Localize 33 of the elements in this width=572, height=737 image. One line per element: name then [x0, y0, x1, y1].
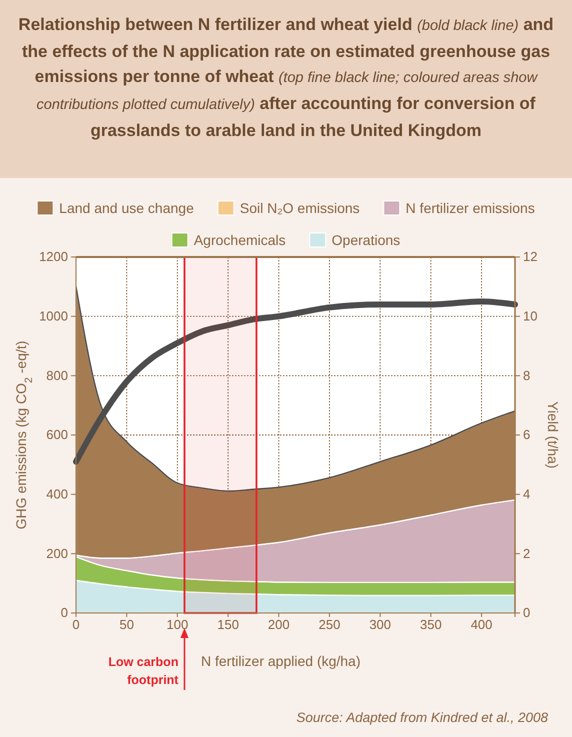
y-tick-label: 800: [46, 368, 68, 383]
legend-label: Soil N₂O emissions: [240, 200, 360, 216]
band-label: Low carbon footprint: [108, 655, 180, 687]
y2-axis-title: Yield (t/ha): [545, 401, 561, 469]
y2-tick-label: 0: [523, 605, 530, 620]
x-tick-label: 0: [72, 617, 80, 632]
y-tick-label: 600: [46, 427, 68, 442]
x-tick-label: 50: [119, 617, 134, 632]
source-note: Source: Adapted from Kindred et al., 2008: [296, 710, 548, 725]
chart-title: Relationship between N fertilizer and wheat yield (bold black line) and the effects of the N application rate on estimated greenhouse gas emissions per tonne of wheat (top fine black line; coloured areas show contributions plotted cumulatively) after accounting for conversion of grasslands to arable land in the United Kingdom: [18, 15, 554, 140]
y2-tick-label: 10: [523, 308, 538, 324]
legend-label: Operations: [332, 232, 400, 248]
y-tick-label: 400: [46, 486, 68, 502]
x-tick-label: 150: [217, 617, 239, 632]
y-tick-label: 1000: [39, 308, 68, 324]
y-tick-label: 200: [46, 546, 68, 561]
y2-tick-label: 6: [523, 427, 530, 442]
legend-label: N fertilizer emissions: [406, 200, 535, 216]
x-tick-label: 250: [318, 617, 340, 632]
y-tick-label: 0: [60, 605, 68, 620]
x-axis-title: N fertilizer applied (kg/ha): [201, 653, 361, 669]
x-tick-label: 300: [369, 617, 392, 632]
x-tick-label: 350: [420, 617, 442, 632]
legend-label: Agrochemicals: [194, 232, 286, 248]
y-tick-label: 1200: [39, 249, 68, 264]
y2-tick-label: 8: [523, 368, 530, 383]
x-tick-label: 200: [268, 617, 290, 632]
y2-tick-label: 2: [523, 546, 530, 561]
y2-tick-label: 12: [523, 249, 538, 264]
x-tick-label: 400: [470, 617, 492, 632]
y2-tick-label: 4: [523, 486, 530, 502]
x-tick-label: 100: [166, 617, 188, 632]
legend-label: Land and use change: [59, 200, 194, 216]
